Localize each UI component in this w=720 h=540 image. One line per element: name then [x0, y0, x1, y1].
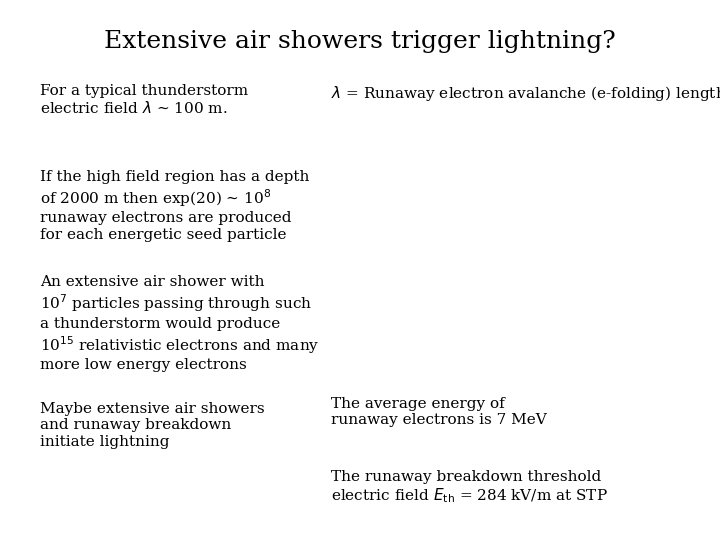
- Text: The runaway breakdown threshold
electric field $E_{\mathrm{th}}$ = 284 kV/m at S: The runaway breakdown threshold electric…: [331, 470, 608, 505]
- Text: The average energy of
runaway electrons is 7 MeV: The average energy of runaway electrons …: [331, 397, 547, 427]
- Text: $\lambda$ = Runaway electron avalanche (e-folding) length: $\lambda$ = Runaway electron avalanche (…: [331, 84, 720, 103]
- Text: For a typical thunderstorm
electric field $\lambda$ ∼ 100 m.: For a typical thunderstorm electric fiel…: [40, 84, 248, 116]
- Text: Maybe extensive air showers
and runaway breakdown
initiate lightning: Maybe extensive air showers and runaway …: [40, 402, 264, 449]
- Text: An extensive air shower with
10$^{7}$ particles passing through such
a thunderst: An extensive air shower with 10$^{7}$ pa…: [40, 275, 319, 372]
- Text: If the high field region has a depth
of 2000 m then exp(20) ∼ 10$^{8}$
runaway e: If the high field region has a depth of …: [40, 170, 309, 241]
- Text: Extensive air showers trigger lightning?: Extensive air showers trigger lightning?: [104, 30, 616, 53]
